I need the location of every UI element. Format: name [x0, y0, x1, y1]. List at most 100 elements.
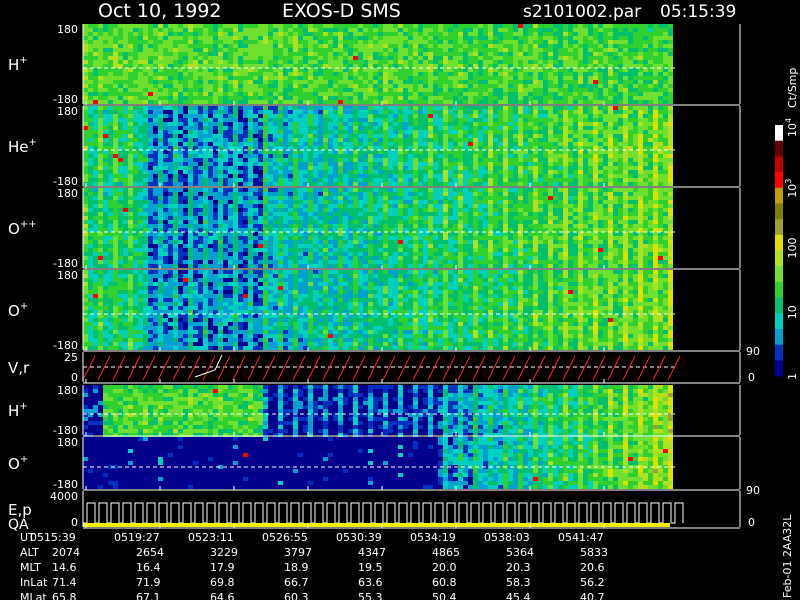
spec-cell — [598, 150, 603, 154]
spec-cell — [173, 146, 178, 150]
spec-cell — [108, 122, 113, 126]
spec-cell — [648, 178, 653, 182]
spec-cell — [238, 24, 243, 28]
spec-cell — [303, 48, 308, 52]
spec-cell — [133, 216, 138, 220]
spec-cell — [473, 178, 478, 182]
spec-cell — [203, 44, 208, 48]
spec-cell — [658, 178, 663, 182]
spec-cell — [233, 32, 238, 36]
spec-cell — [118, 182, 123, 186]
spec-cell — [283, 142, 288, 146]
spec-cell — [108, 212, 113, 216]
spec-cell — [123, 236, 128, 240]
spec-cell — [398, 96, 403, 100]
spec-cell — [103, 158, 108, 162]
spec-cell — [213, 100, 218, 104]
spec-cell — [193, 84, 198, 88]
spec-cell — [568, 84, 573, 88]
spec-cell — [128, 216, 133, 220]
spec-cell — [203, 126, 208, 130]
spec-cell — [558, 150, 563, 154]
spec-cell — [363, 130, 368, 134]
spec-cell — [598, 64, 603, 68]
spec-cell — [188, 52, 193, 56]
spec-cell — [153, 208, 158, 212]
spec-cell — [668, 114, 673, 118]
spec-cell — [308, 146, 313, 150]
spec-cell — [238, 76, 243, 80]
spec-cell — [623, 76, 628, 80]
spec-cell — [623, 32, 628, 36]
spec-cell — [168, 182, 173, 186]
spec-cell — [378, 60, 383, 64]
spec-cell — [453, 118, 458, 122]
spec-cell — [353, 76, 358, 80]
spec-cell — [153, 88, 158, 92]
spec-cell — [443, 72, 448, 76]
spec-cell — [383, 96, 388, 100]
spec-cell — [448, 76, 453, 80]
spec-cell — [138, 28, 143, 32]
spec-cell — [238, 72, 243, 76]
spec-cell — [523, 162, 528, 166]
spec-cell — [233, 126, 238, 130]
spec-cell — [643, 126, 648, 130]
spec-cell — [138, 228, 143, 232]
spec-cell — [343, 138, 348, 142]
spec-cell — [88, 204, 93, 208]
spec-cell — [423, 182, 428, 186]
spec-cell — [193, 130, 198, 134]
spec-cell — [98, 174, 103, 178]
spec-cell — [578, 80, 583, 84]
spec-cell — [388, 64, 393, 68]
spec-cell — [108, 236, 113, 240]
spec-cell — [208, 134, 213, 138]
spec-cell — [433, 44, 438, 48]
spec-cell — [218, 32, 223, 36]
spec-cell — [438, 28, 443, 32]
spec-cell — [118, 142, 123, 146]
spec-cell — [298, 114, 303, 118]
spec-cell — [563, 146, 568, 150]
spec-cell — [83, 174, 88, 178]
spec-cell — [293, 118, 298, 122]
spec-cell — [368, 130, 373, 134]
spec-cell — [288, 162, 293, 166]
spec-cell — [118, 166, 123, 170]
spec-cell — [603, 28, 608, 32]
spec-cell — [133, 84, 138, 88]
spec-cell — [208, 138, 213, 142]
spec-cell — [253, 40, 258, 44]
spec-cell — [338, 110, 343, 114]
spec-cell — [158, 84, 163, 88]
spec-cell — [303, 174, 308, 178]
spec-cell — [448, 84, 453, 88]
spec-cell — [663, 110, 668, 114]
spec-cell — [428, 28, 433, 32]
spec-cell — [238, 134, 243, 138]
spec-cell — [188, 28, 193, 32]
spec-cell — [373, 174, 378, 178]
spec-cell — [543, 146, 548, 150]
spec-cell — [133, 114, 138, 118]
spec-cell — [578, 154, 583, 158]
spec-cell — [448, 142, 453, 146]
spec-cell — [578, 146, 583, 150]
spec-cell — [268, 80, 273, 84]
spec-cell — [108, 196, 113, 200]
spec-cell — [518, 52, 523, 56]
spec-cell — [538, 68, 543, 72]
spec-cell — [618, 146, 623, 150]
spec-cell — [563, 64, 568, 68]
spec-cell — [658, 52, 663, 56]
spec-cell — [448, 80, 453, 84]
spec-cell — [178, 68, 183, 72]
spec-cell — [423, 72, 428, 76]
spec-cell — [503, 64, 508, 68]
spec-cell — [618, 178, 623, 182]
spec-cell — [638, 48, 643, 52]
spec-cell — [133, 32, 138, 36]
spec-cell — [393, 134, 398, 138]
spec-cell — [83, 68, 88, 72]
